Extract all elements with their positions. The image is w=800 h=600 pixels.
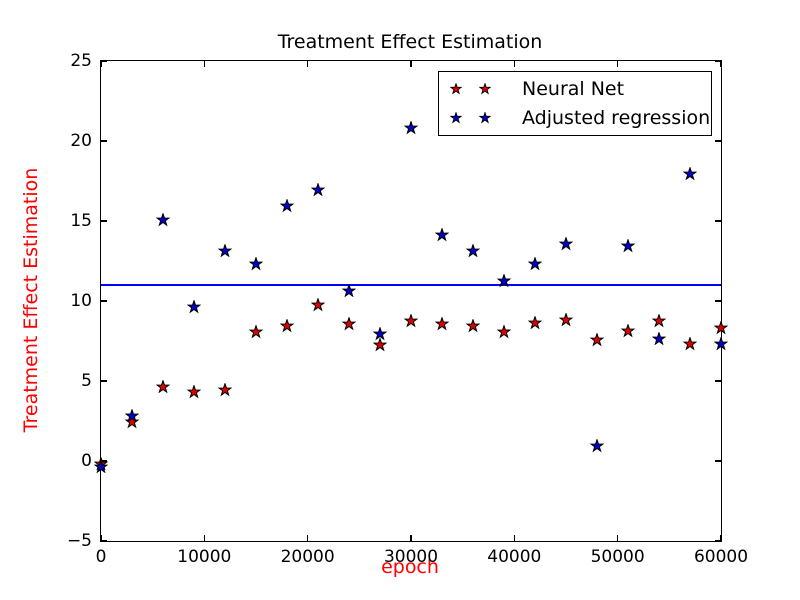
y-tick	[101, 380, 107, 382]
scatter-point	[589, 438, 605, 457]
scatter-point	[341, 316, 357, 335]
scatter-point	[372, 337, 388, 356]
scatter-point	[279, 198, 295, 217]
scatter-point	[93, 455, 109, 475]
y-tick-label: 10	[70, 291, 92, 311]
y-tick	[101, 60, 107, 62]
scatter-point	[279, 318, 295, 337]
scatter-point	[713, 335, 729, 355]
x-tick	[513, 535, 516, 541]
y-tick	[101, 300, 107, 302]
scatter-point	[186, 383, 202, 403]
scatter-point	[155, 212, 171, 231]
reference-line	[101, 284, 721, 286]
y-tick	[715, 460, 721, 462]
y-axis-label: Treatment Effect Estimation	[20, 167, 42, 433]
x-tick-label: 40000	[487, 547, 542, 567]
legend-entry-neural-net: Neural Net	[439, 76, 711, 102]
legend-entry-adjusted-regression: Adjusted regression	[439, 105, 711, 131]
scatter-point	[496, 324, 512, 343]
y-tick	[101, 460, 107, 462]
y-tick	[101, 140, 107, 142]
y-tick-label: 5	[81, 371, 92, 391]
x-tick	[410, 61, 412, 67]
x-tick	[410, 535, 412, 541]
plot-area: Neural Net Adjusted regression 0 10000 200…	[67, 51, 748, 567]
scatter-point	[527, 255, 543, 275]
x-tick-label: 10000	[177, 547, 232, 567]
scatter-point	[682, 335, 698, 355]
x-tick	[720, 535, 722, 541]
y-tick-label: 15	[70, 211, 92, 231]
adjusted-regression-star-markers	[450, 112, 496, 124]
x-tick	[100, 61, 102, 67]
x-tick-label: 0	[95, 547, 107, 567]
scatter-point	[589, 332, 605, 351]
x-tick-label: 20000	[280, 547, 335, 567]
y-tick-label: 25	[70, 51, 92, 71]
scatter-point	[465, 318, 481, 337]
scatter-point	[651, 313, 667, 332]
chart-title: Treatment Effect Estimation	[277, 31, 543, 53]
y-tick-label: 0	[81, 451, 92, 471]
scatter-point	[186, 298, 202, 318]
x-tick-label: 60000	[693, 547, 749, 567]
x-tick	[720, 61, 722, 67]
scatter-point	[124, 407, 140, 427]
scatter-point	[434, 226, 450, 246]
x-tick	[616, 535, 619, 541]
x-tick	[306, 61, 309, 67]
y-tick	[715, 60, 721, 62]
y-tick	[715, 220, 721, 222]
scatter-point	[434, 316, 450, 335]
scatter-point	[620, 238, 636, 257]
scatter-point	[558, 236, 574, 255]
neural-net-star-markers	[450, 82, 496, 95]
scatter-point	[651, 330, 667, 350]
scatter-point	[310, 182, 326, 201]
scatter-point	[527, 314, 543, 334]
scatter-point	[310, 297, 326, 316]
y-tick-label: 20	[70, 131, 92, 151]
y-tick	[101, 220, 107, 222]
scatter-point	[155, 378, 171, 398]
x-tick-label: 30000	[383, 547, 439, 567]
legend-label: Neural Net	[522, 77, 625, 100]
legend-label: Adjusted regression	[522, 107, 711, 130]
x-tick-label: 50000	[590, 547, 645, 567]
x-tick	[100, 535, 102, 541]
scatter-point	[620, 322, 636, 342]
scatter-point	[217, 242, 233, 262]
scatter-point	[124, 414, 140, 433]
x-axis-label: epoch	[381, 556, 439, 578]
legend: Neural Net Adjusted regression	[438, 71, 712, 136]
y-tick	[101, 540, 107, 542]
y-tick-label: −5	[66, 531, 92, 551]
x-tick	[203, 535, 206, 541]
y-tick	[715, 300, 721, 302]
scatter-point	[558, 311, 574, 331]
scatter-point	[248, 324, 264, 343]
x-tick	[513, 61, 516, 67]
x-tick	[616, 61, 619, 67]
scatter-point	[248, 255, 264, 275]
scatter-point	[713, 319, 729, 339]
y-tick	[715, 140, 721, 142]
x-tick	[306, 535, 309, 541]
scatter-point	[682, 166, 698, 185]
scatter-point	[403, 313, 419, 332]
scatter-point	[403, 119, 419, 139]
scatter-point	[372, 326, 388, 345]
x-tick	[203, 61, 206, 67]
scatter-point	[217, 382, 233, 401]
scatter-point	[465, 242, 481, 262]
y-tick	[715, 540, 721, 542]
y-tick	[715, 380, 721, 382]
scatter-point	[496, 273, 512, 292]
